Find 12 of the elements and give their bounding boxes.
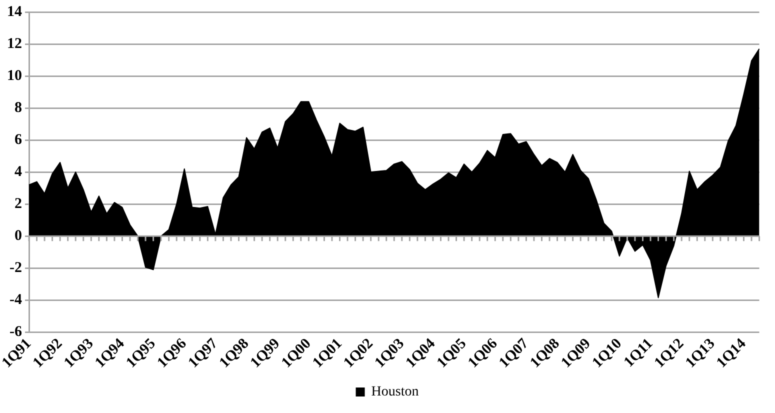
y-tick-label: 4 (14, 164, 22, 180)
y-tick-label: -2 (10, 260, 22, 276)
y-tick-label: 2 (14, 196, 22, 212)
y-tick-label: -6 (10, 324, 22, 340)
y-tick-label: 10 (7, 68, 22, 84)
legend-label: Houston (371, 384, 419, 400)
y-tick-label: 12 (7, 36, 22, 52)
y-tick-label: 14 (7, 4, 22, 20)
y-tick-label: 6 (14, 132, 22, 148)
y-tick-label: 8 (14, 100, 22, 116)
y-tick-label: 0 (14, 228, 22, 244)
y-tick-label: -4 (10, 292, 22, 308)
